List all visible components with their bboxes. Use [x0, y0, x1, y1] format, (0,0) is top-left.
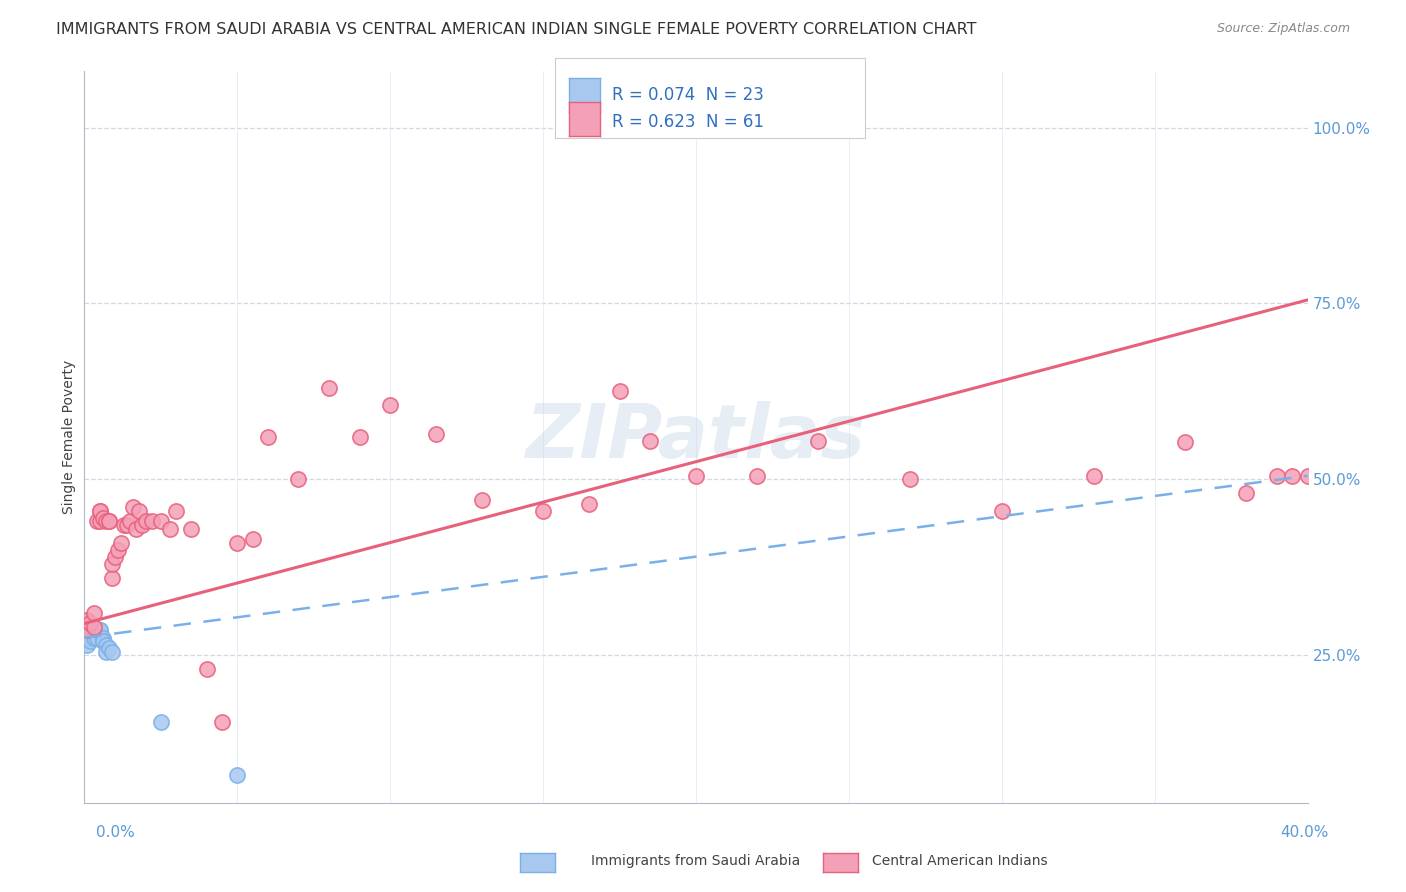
- Point: [747, 468, 769, 483]
- Point: [83, 620, 105, 634]
- Point: [76, 624, 98, 638]
- Point: [180, 522, 202, 536]
- Point: [287, 472, 309, 486]
- Point: [89, 504, 111, 518]
- Point: [76, 613, 98, 627]
- Point: [97, 641, 120, 656]
- Point: [94, 515, 117, 529]
- Point: [101, 571, 124, 585]
- Point: [86, 631, 108, 645]
- Point: [79, 634, 101, 648]
- Point: [226, 535, 249, 549]
- Point: [120, 515, 142, 529]
- Point: [110, 535, 132, 549]
- Point: [1312, 265, 1334, 279]
- Point: [86, 515, 108, 529]
- Point: [131, 518, 153, 533]
- Point: [609, 384, 631, 399]
- Point: [79, 627, 101, 641]
- Text: Central American Indians: Central American Indians: [872, 855, 1047, 868]
- Point: [1174, 435, 1197, 450]
- Point: [425, 426, 447, 441]
- Point: [79, 631, 101, 645]
- Point: [242, 532, 264, 546]
- Point: [91, 511, 114, 525]
- Point: [89, 504, 111, 518]
- Point: [1265, 468, 1288, 483]
- Point: [97, 515, 120, 529]
- Point: [638, 434, 661, 448]
- Point: [97, 515, 120, 529]
- Point: [107, 542, 129, 557]
- Text: IMMIGRANTS FROM SAUDI ARABIA VS CENTRAL AMERICAN INDIAN SINGLE FEMALE POVERTY CO: IMMIGRANTS FROM SAUDI ARABIA VS CENTRAL …: [56, 22, 977, 37]
- Point: [91, 634, 114, 648]
- Point: [471, 493, 494, 508]
- Point: [115, 518, 138, 533]
- Point: [83, 624, 105, 638]
- Point: [531, 504, 554, 518]
- Text: ZIPatlas: ZIPatlas: [526, 401, 866, 474]
- Point: [149, 714, 172, 729]
- Point: [79, 616, 101, 631]
- Point: [165, 504, 187, 518]
- Point: [898, 472, 921, 486]
- Point: [125, 522, 148, 536]
- Point: [89, 515, 111, 529]
- Point: [94, 638, 117, 652]
- Point: [112, 518, 135, 533]
- Point: [94, 644, 117, 658]
- Point: [226, 767, 249, 781]
- Point: [83, 631, 105, 645]
- Text: R = 0.074  N = 23: R = 0.074 N = 23: [612, 87, 763, 104]
- Point: [101, 644, 124, 658]
- Point: [89, 624, 111, 638]
- Point: [349, 430, 371, 444]
- Point: [159, 522, 181, 536]
- Point: [83, 627, 105, 641]
- Point: [135, 515, 157, 529]
- Point: [122, 500, 145, 515]
- Point: [1236, 486, 1258, 500]
- Y-axis label: Single Female Poverty: Single Female Poverty: [62, 360, 76, 514]
- Text: R = 0.623  N = 61: R = 0.623 N = 61: [612, 113, 763, 131]
- Text: Source: ZipAtlas.com: Source: ZipAtlas.com: [1216, 22, 1350, 36]
- Point: [79, 620, 101, 634]
- Text: 0.0%: 0.0%: [96, 825, 135, 839]
- Point: [685, 468, 707, 483]
- Point: [211, 714, 233, 729]
- Point: [380, 399, 402, 413]
- Point: [257, 430, 280, 444]
- Point: [91, 634, 114, 648]
- Point: [128, 504, 150, 518]
- Point: [195, 662, 218, 676]
- Point: [149, 515, 172, 529]
- Text: Immigrants from Saudi Arabia: Immigrants from Saudi Arabia: [591, 855, 800, 868]
- Point: [838, 117, 860, 131]
- Text: 40.0%: 40.0%: [1281, 825, 1329, 839]
- Point: [1296, 468, 1319, 483]
- Point: [89, 624, 111, 638]
- Point: [76, 638, 98, 652]
- Point: [104, 549, 127, 564]
- Point: [991, 504, 1014, 518]
- Point: [76, 616, 98, 631]
- Point: [141, 515, 163, 529]
- Point: [91, 631, 114, 645]
- Point: [1388, 468, 1406, 483]
- Point: [318, 381, 340, 395]
- Point: [86, 624, 108, 638]
- Point: [101, 557, 124, 571]
- Point: [807, 434, 830, 448]
- Point: [83, 606, 105, 620]
- Point: [578, 497, 600, 511]
- Point: [1083, 468, 1105, 483]
- Point: [76, 624, 98, 638]
- Point: [1281, 468, 1303, 483]
